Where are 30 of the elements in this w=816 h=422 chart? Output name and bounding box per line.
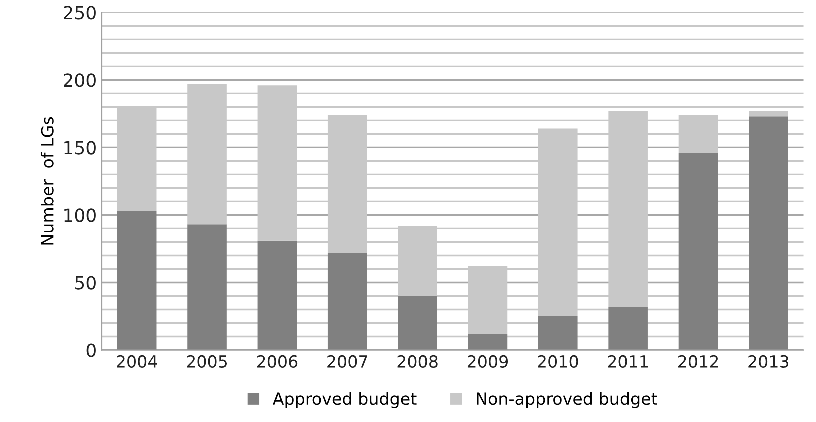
bar	[608, 307, 648, 350]
x-tick-label: 2011	[608, 355, 648, 368]
x-tick-label: 2010	[538, 355, 578, 368]
bar	[468, 334, 508, 350]
x-tick-label: 2009	[468, 355, 508, 368]
bar	[538, 316, 578, 350]
x-tick-label: 2008	[398, 355, 438, 368]
x-tick-label: 2013	[748, 355, 789, 368]
bar	[328, 253, 368, 350]
bar	[258, 240, 298, 350]
legend-label: Approved budget	[272, 392, 417, 408]
y-tick-label: 100	[64, 208, 96, 222]
x-tick-label: 2006	[257, 355, 298, 368]
y-tick-label: 250	[64, 6, 96, 20]
x-tick-label: 2012	[678, 355, 718, 368]
y-tick-label: 50	[76, 276, 96, 290]
bar	[398, 296, 438, 350]
bar	[188, 224, 227, 350]
bar	[749, 111, 788, 117]
x-tick-label: 2005	[187, 355, 228, 368]
y-tick-label: 0	[86, 344, 96, 358]
y-tick-label: 150	[64, 141, 96, 155]
x-tick-label: 2004	[117, 355, 158, 368]
bar	[749, 116, 788, 350]
y-axis-title: Number of LGs	[40, 117, 54, 245]
y-tick-label: 200	[64, 74, 96, 88]
bar	[678, 153, 718, 350]
bar	[117, 211, 157, 350]
legend-label: Non-approved budget	[477, 392, 658, 408]
x-tick-label: 2007	[328, 355, 368, 368]
